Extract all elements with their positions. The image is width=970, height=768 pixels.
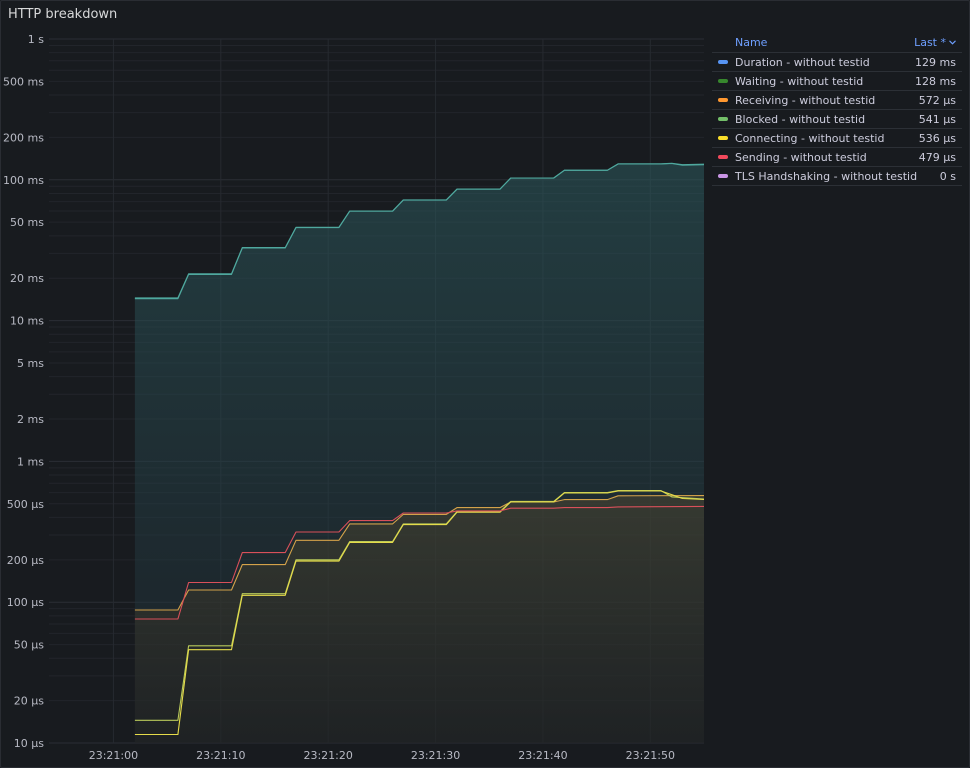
- legend-series-last: 572 µs: [918, 93, 956, 107]
- y-axis: 1 s 500 ms 200 ms 100 ms 50 ms 20 ms 10 ms 5 ms…: [3, 33, 44, 750]
- y-tick-label: 10 ms: [10, 315, 44, 328]
- legend-header-last: Last *: [914, 35, 946, 49]
- legend-swatch: [718, 117, 728, 121]
- x-tick-label: 23:21:40: [518, 749, 567, 762]
- x-tick-label: 23:21:30: [411, 749, 460, 762]
- legend-swatch: [718, 60, 728, 64]
- legend-swatch: [718, 136, 728, 140]
- y-tick-label: 20 ms: [10, 272, 44, 285]
- legend-swatch: [718, 79, 728, 83]
- y-tick-label: 50 ms: [10, 216, 44, 229]
- legend-series-name: Duration - without testid: [735, 55, 870, 69]
- legend-item[interactable]: Connecting - without testid 536 µs: [712, 129, 962, 148]
- y-tick-label: 200 ms: [3, 131, 44, 144]
- legend-item[interactable]: Receiving - without testid 572 µs: [712, 91, 962, 110]
- legend-series-name: TLS Handshaking - without testid: [735, 169, 918, 183]
- y-tick-label: 200 µs: [7, 554, 44, 567]
- series-area: [134, 495, 704, 743]
- legend-item[interactable]: Sending - without testid 479 µs: [712, 148, 962, 167]
- legend-swatch: [718, 174, 728, 178]
- series-lines: [134, 162, 705, 736]
- legend-series-last: 536 µs: [918, 131, 956, 145]
- legend-series-last: 479 µs: [918, 150, 956, 164]
- series-line[interactable]: [134, 490, 705, 736]
- y-tick-label: 2 ms: [17, 413, 44, 426]
- x-tick-label: 23:21:00: [89, 749, 138, 762]
- series-line[interactable]: [134, 162, 705, 300]
- y-tick-label: 100 ms: [3, 174, 44, 187]
- legend-header: Name Last *: [712, 32, 962, 53]
- legend-series-last: 129 ms: [915, 55, 956, 69]
- legend-item[interactable]: Blocked - without testid 541 µs: [712, 110, 962, 129]
- legend-series-name: Sending - without testid: [735, 150, 867, 164]
- chevron-down-icon: [949, 39, 956, 45]
- legend-rows: Duration - without testid 129 ms Waiting -…: [712, 53, 962, 186]
- panel-title: HTTP breakdown: [8, 7, 118, 22]
- y-tick-label: 100 µs: [7, 596, 44, 609]
- y-tick-label: 1 s: [28, 33, 44, 46]
- legend-header-name[interactable]: Name: [735, 35, 768, 49]
- x-tick-label: 23:21:20: [303, 749, 352, 762]
- legend-swatch: [718, 155, 728, 159]
- series-fills: [134, 163, 704, 744]
- legend-series-last: 128 ms: [915, 74, 956, 88]
- legend-series-name: Blocked - without testid: [735, 112, 866, 126]
- legend-swatch: [718, 98, 728, 102]
- y-tick-label: 500 ms: [3, 75, 44, 88]
- legend: Name Last * Duration - without testid 129…: [712, 32, 962, 186]
- legend-series-last: 0 s: [939, 169, 956, 183]
- y-tick-label: 50 µs: [14, 639, 44, 652]
- x-axis: 23:21:00 23:21:10 23:21:20 23:21:30 23:21:40…: [89, 749, 675, 762]
- legend-item[interactable]: Waiting - without testid 128 ms: [712, 72, 962, 91]
- legend-item[interactable]: TLS Handshaking - without testid 0 s: [712, 167, 962, 186]
- y-tick-label: 500 µs: [7, 498, 44, 511]
- y-tick-label: 1 ms: [17, 455, 44, 468]
- y-tick-label: 10 µs: [14, 737, 44, 750]
- legend-series-name: Connecting - without testid: [735, 131, 885, 145]
- chart-plot-area[interactable]: 1 s 500 ms 200 ms 100 ms 50 ms 20 ms 10 ms 5 ms…: [0, 0, 710, 768]
- legend-item[interactable]: Duration - without testid 129 ms: [712, 53, 962, 72]
- x-tick-label: 23:21:10: [196, 749, 245, 762]
- y-tick-label: 20 µs: [14, 695, 44, 708]
- legend-series-last: 541 µs: [918, 112, 956, 126]
- y-tick-label: 5 ms: [17, 357, 44, 370]
- x-tick-label: 23:21:50: [626, 749, 675, 762]
- legend-series-name: Receiving - without testid: [735, 93, 876, 107]
- legend-series-name: Waiting - without testid: [735, 74, 864, 88]
- legend-header-last-sort[interactable]: Last *: [914, 36, 956, 49]
- series-line[interactable]: [134, 505, 705, 620]
- series-line[interactable]: [134, 495, 705, 611]
